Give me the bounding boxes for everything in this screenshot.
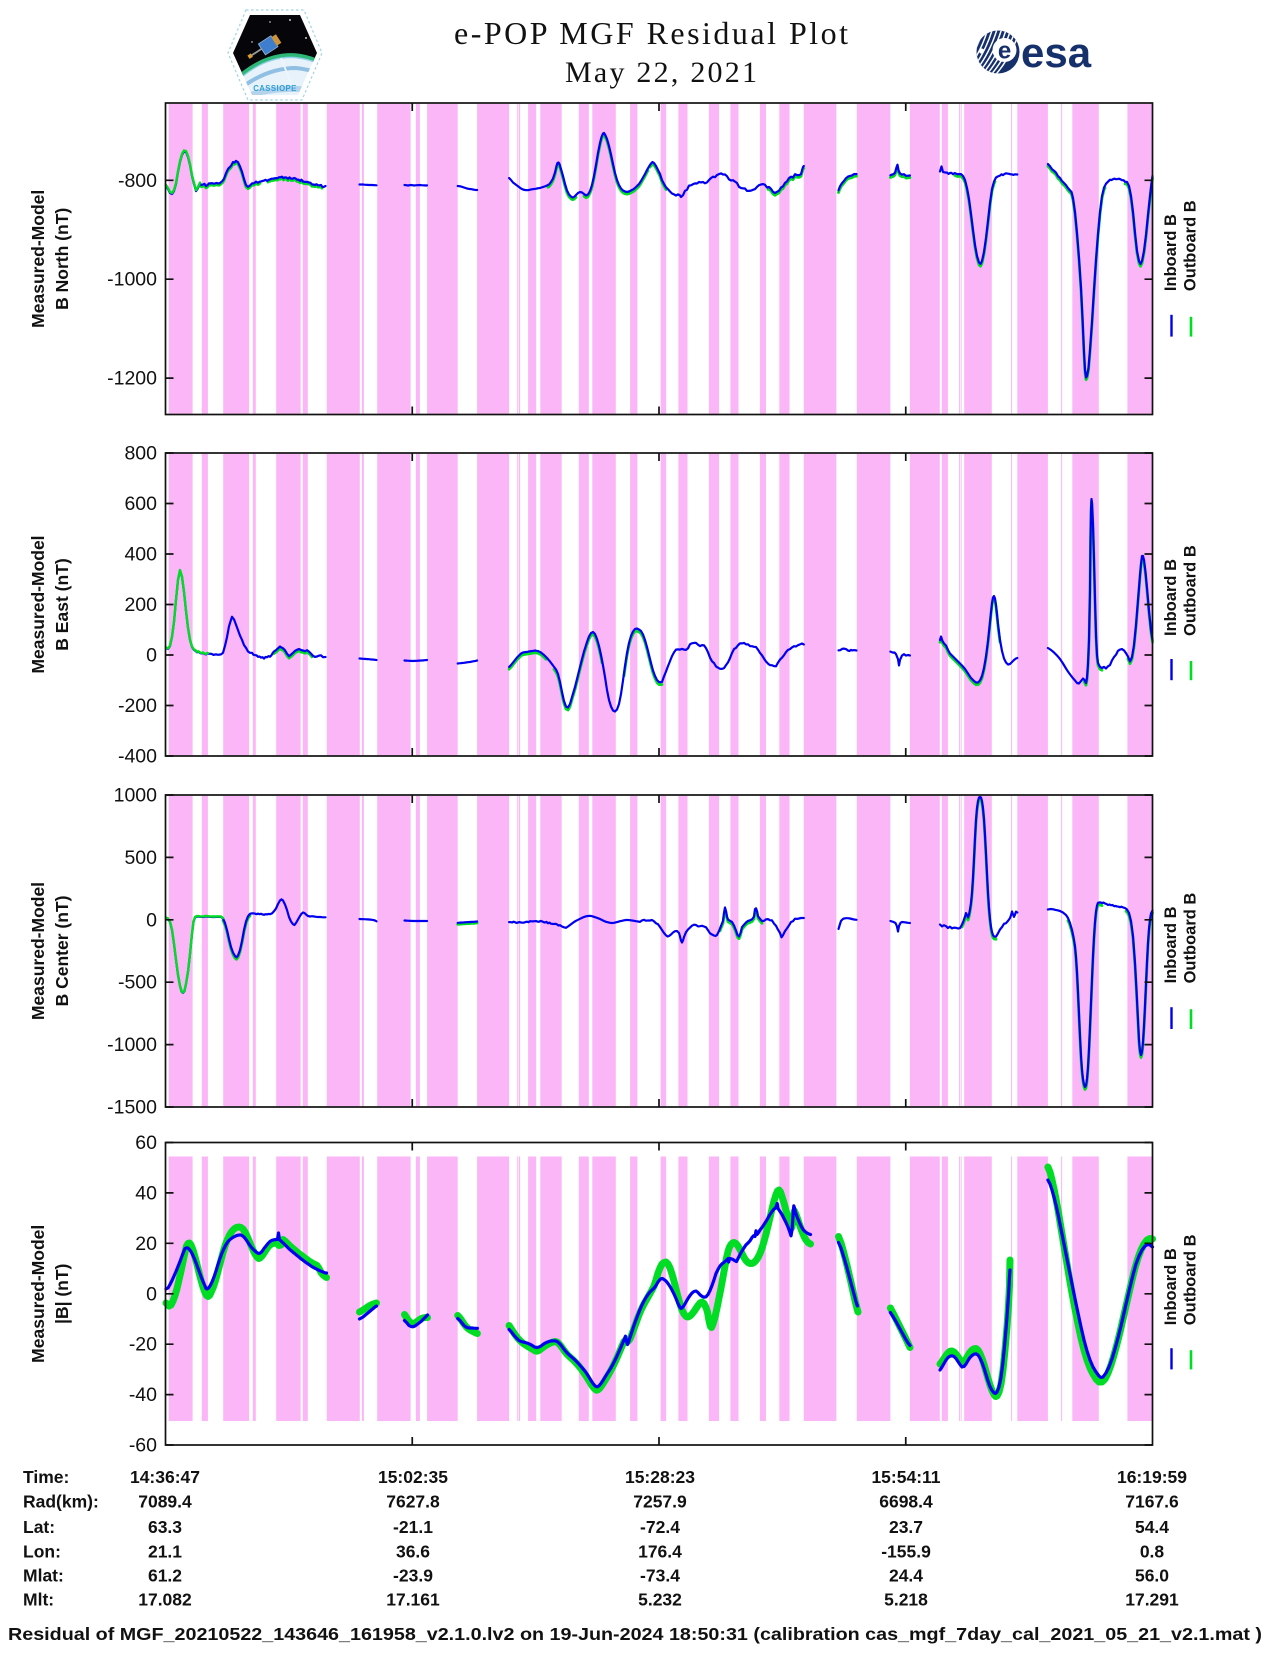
svg-text:-23.9: -23.9: [393, 1566, 433, 1586]
svg-text:e-POP MGF Residual Plot: e-POP MGF Residual Plot: [454, 15, 848, 51]
svg-text:15:02:35: 15:02:35: [378, 1467, 448, 1487]
svg-text:|B| (nT): |B| (nT): [52, 1264, 72, 1324]
svg-text:7089.4: 7089.4: [138, 1492, 192, 1512]
svg-text:20: 20: [135, 1233, 157, 1255]
svg-text:-155.9: -155.9: [881, 1542, 931, 1562]
svg-text:Outboard B: Outboard B: [1182, 893, 1200, 984]
svg-text:Outboard B: Outboard B: [1182, 200, 1200, 291]
svg-text:0.8: 0.8: [1140, 1542, 1165, 1562]
svg-text:May 22, 2021: May 22, 2021: [565, 56, 757, 89]
svg-text:Outboard B: Outboard B: [1182, 1234, 1200, 1325]
svg-text:7627.8: 7627.8: [386, 1492, 440, 1512]
svg-text:15:54:11: 15:54:11: [871, 1467, 940, 1487]
svg-text:6698.4: 6698.4: [879, 1492, 933, 1512]
svg-text:esa: esa: [1021, 29, 1092, 76]
svg-text:-1000: -1000: [107, 1034, 157, 1056]
svg-text:5.232: 5.232: [638, 1590, 682, 1610]
svg-text:56.0: 56.0: [1135, 1566, 1169, 1586]
svg-text:176.4: 176.4: [638, 1542, 682, 1562]
svg-text:800: 800: [124, 443, 157, 465]
svg-text:0: 0: [146, 1283, 157, 1305]
svg-text:-60: -60: [129, 1435, 157, 1457]
svg-text:-500: -500: [118, 972, 157, 994]
svg-text:Measured-Model: Measured-Model: [28, 535, 48, 673]
svg-text:14:36:47: 14:36:47: [130, 1467, 200, 1487]
svg-text:21.1: 21.1: [148, 1542, 182, 1562]
svg-text:61.2: 61.2: [148, 1566, 182, 1586]
svg-text:5.218: 5.218: [884, 1590, 928, 1610]
svg-text:1000: 1000: [114, 785, 158, 807]
svg-text:e: e: [998, 38, 1011, 65]
svg-text:Measured-Model: Measured-Model: [28, 1225, 48, 1363]
svg-text:40: 40: [135, 1182, 157, 1204]
svg-text:54.4: 54.4: [1135, 1517, 1169, 1537]
svg-text:B East (nT): B East (nT): [52, 558, 72, 650]
svg-text:Inboard B: Inboard B: [1162, 559, 1180, 636]
svg-text:B Center (nT): B Center (nT): [52, 896, 72, 1007]
svg-text:7257.9: 7257.9: [633, 1492, 687, 1512]
svg-text:17.291: 17.291: [1125, 1590, 1179, 1610]
svg-text:17.161: 17.161: [386, 1590, 440, 1610]
svg-text:36.6: 36.6: [396, 1542, 430, 1562]
svg-text:-800: -800: [118, 170, 157, 192]
svg-text:24.4: 24.4: [889, 1566, 923, 1586]
svg-text:-40: -40: [129, 1384, 157, 1406]
svg-text:Mlt:: Mlt:: [23, 1590, 54, 1610]
svg-text:Measured-Model: Measured-Model: [28, 882, 48, 1020]
svg-text:Time:: Time:: [23, 1467, 69, 1487]
svg-text:500: 500: [124, 847, 157, 869]
svg-text:Outboard B: Outboard B: [1182, 545, 1200, 636]
svg-text:-1200: -1200: [107, 368, 157, 390]
svg-text:-200: -200: [118, 695, 157, 717]
svg-text:7167.6: 7167.6: [1125, 1492, 1179, 1512]
svg-text:-73.4: -73.4: [640, 1566, 680, 1586]
svg-text:-400: -400: [118, 746, 157, 768]
svg-text:0: 0: [146, 645, 157, 667]
svg-text:Rad(km):: Rad(km):: [23, 1492, 99, 1512]
svg-text:-1000: -1000: [107, 269, 157, 291]
svg-text:CASSIOPE: CASSIOPE: [253, 84, 297, 93]
svg-text:17.082: 17.082: [138, 1590, 192, 1610]
svg-text:-72.4: -72.4: [640, 1517, 680, 1537]
svg-text:Lat:: Lat:: [23, 1517, 55, 1537]
svg-text:Mlat:: Mlat:: [23, 1566, 64, 1586]
svg-text:Inboard B: Inboard B: [1162, 906, 1180, 983]
svg-text:Lon:: Lon:: [23, 1542, 61, 1562]
svg-text:-20: -20: [129, 1334, 157, 1356]
svg-text:60: 60: [135, 1132, 157, 1154]
svg-text:0: 0: [146, 909, 157, 931]
svg-text:200: 200: [124, 594, 157, 616]
svg-text:Inboard B: Inboard B: [1162, 214, 1180, 291]
svg-text:400: 400: [124, 544, 157, 566]
svg-text:16:19:59: 16:19:59: [1117, 1467, 1187, 1487]
svg-text:15:28:23: 15:28:23: [625, 1467, 695, 1487]
svg-text:Inboard B: Inboard B: [1162, 1248, 1180, 1325]
svg-text:Measured-Model: Measured-Model: [28, 190, 48, 328]
svg-text:600: 600: [124, 493, 157, 515]
svg-text:-1500: -1500: [107, 1097, 157, 1119]
svg-text:Residual of MGF_20210522_14364: Residual of MGF_20210522_143646_161958_v…: [8, 1624, 1262, 1644]
svg-text:B North (nT): B North (nT): [52, 208, 72, 310]
svg-text:23.7: 23.7: [889, 1517, 923, 1537]
svg-text:-21.1: -21.1: [393, 1517, 433, 1537]
svg-text:63.3: 63.3: [148, 1517, 182, 1537]
